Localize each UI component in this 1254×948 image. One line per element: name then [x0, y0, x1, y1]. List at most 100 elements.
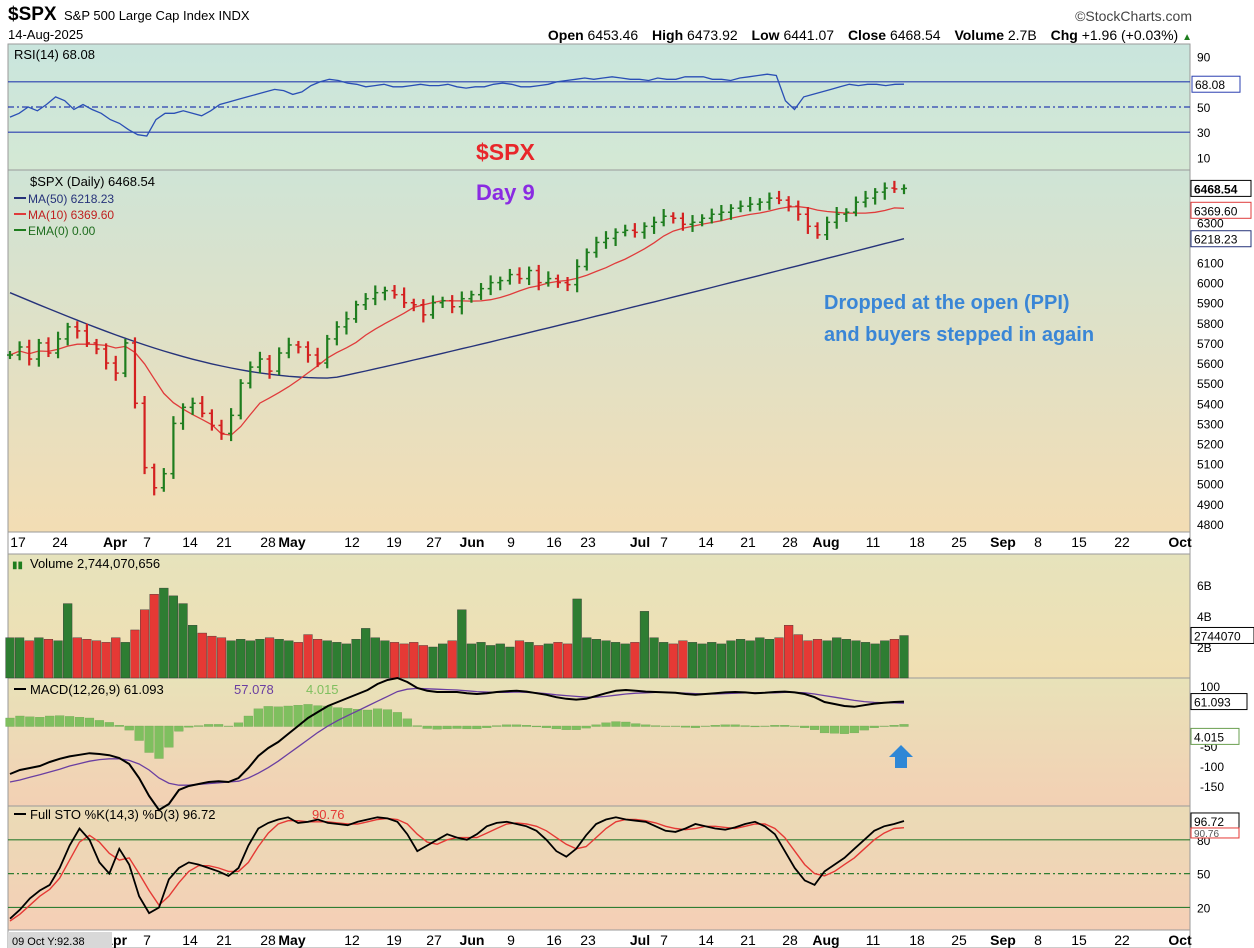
- brand-logo[interactable]: ©StockCharts.com: [1075, 8, 1192, 24]
- price-tick-label: 5600: [1197, 357, 1224, 371]
- macd-histogram-bar: [492, 725, 502, 727]
- volume-bar: [486, 645, 496, 679]
- volume-bar: [149, 594, 159, 679]
- volume-bar: [880, 640, 890, 679]
- price-tick-label: 6300: [1197, 216, 1224, 230]
- volume-bar: [534, 645, 544, 679]
- volume-bar: [870, 643, 880, 679]
- volume-bar: [784, 625, 794, 679]
- volume-bar: [495, 643, 505, 679]
- volume-bar: [168, 595, 178, 679]
- volume-bar: [264, 637, 275, 679]
- bottom-date-tick-label: Oct: [1168, 932, 1192, 948]
- macd-histogram-bar: [859, 725, 869, 731]
- bottom-date-tick-label: 8: [1034, 932, 1042, 948]
- volume-bar: [380, 640, 390, 679]
- macd-histogram-bar: [104, 722, 114, 727]
- macd-histogram-bar: [531, 725, 542, 728]
- volume-bar: [34, 637, 44, 679]
- price-tick-label: 5900: [1197, 297, 1224, 311]
- volume-bar: [120, 642, 130, 679]
- volume-bar: [793, 634, 803, 679]
- macd-histogram-bar: [442, 725, 452, 730]
- volume-bar: [716, 643, 726, 679]
- macd-histogram-bar: [353, 709, 363, 727]
- volume-bar: [399, 643, 409, 679]
- bottom-date-tick-label: 14: [182, 932, 198, 948]
- date-tick-label: 7: [660, 534, 668, 550]
- macd-histogram-bar: [889, 725, 899, 727]
- ohlc-quote: Open 6453.46 High 6473.92 Low 6441.07 Cl…: [548, 27, 1192, 43]
- macd-histogram-bar: [849, 725, 859, 734]
- volume-bar: [736, 639, 746, 679]
- macd-histogram-bar: [263, 706, 273, 727]
- macd-histogram-bar: [313, 705, 323, 727]
- bottom-date-tick-label: 7: [660, 932, 668, 948]
- price-tick-label: 6000: [1197, 277, 1224, 291]
- bottom-date-tick-label: 15: [1071, 932, 1087, 948]
- volume-bar: [697, 643, 707, 679]
- volume-bar: [15, 637, 25, 679]
- ema-legend: EMA(0) 0.00: [28, 224, 96, 238]
- macd-hist-value-box: [1190, 727, 1240, 745]
- date-tick-label: 12: [344, 534, 360, 550]
- date-tick-label: 25: [951, 534, 967, 550]
- macd-histogram-bar: [422, 725, 432, 729]
- date-tick-label: Sep: [990, 534, 1016, 550]
- macd-histogram-bar: [164, 725, 174, 748]
- cursor-readout: 09 Oct Y:92.38: [12, 936, 85, 948]
- volume-bar: [860, 642, 871, 679]
- volume-bar: [572, 598, 582, 679]
- bottom-date-tick-label: 7: [143, 932, 151, 948]
- sto-d-value-label: 90.76: [1194, 829, 1219, 840]
- macd-histogram-bar: [839, 725, 849, 734]
- bottom-date-tick-label: 28: [782, 932, 798, 948]
- volume-legend: Volume 2,744,070,656: [30, 556, 160, 571]
- volume-bar: [774, 637, 784, 679]
- volume-bar: [562, 643, 573, 679]
- annotation-note-line2: and buyers stepped in again: [824, 324, 1094, 346]
- volume-bar: [678, 640, 688, 679]
- macd-histogram-bar: [144, 725, 154, 753]
- macd-signal-legend: 57.078: [234, 682, 274, 697]
- date-tick-label: 9: [507, 534, 515, 550]
- price-tick-label: 5000: [1197, 478, 1224, 492]
- macd-histogram-bar: [45, 715, 55, 727]
- macd-histogram-bar: [154, 725, 164, 759]
- volume-value-box: [1190, 626, 1254, 644]
- volume-bar: [361, 628, 371, 679]
- macd-tick-label: -150: [1200, 780, 1224, 794]
- macd-histogram-bar: [35, 717, 45, 727]
- sto-k-value-label: 96.72: [1194, 815, 1224, 829]
- macd-histogram-bar: [452, 725, 462, 729]
- macd-histogram-bar: [879, 725, 889, 727]
- ma10-price-box: [1190, 201, 1252, 219]
- low-label: Low: [751, 27, 780, 43]
- macd-hist-value-label: 4.015: [1194, 730, 1224, 744]
- date-tick-label: 18: [909, 534, 925, 550]
- date-tick-label: Apr: [103, 534, 128, 550]
- volume-bar: [178, 603, 188, 679]
- macd-histogram-bar: [253, 708, 263, 727]
- macd-value-label: 61.093: [1194, 696, 1231, 710]
- volume-bar: [274, 639, 284, 679]
- bottom-date-tick-label: 16: [546, 932, 562, 948]
- macd-value-box: [1190, 693, 1248, 711]
- macd-histogram-bar: [323, 705, 333, 727]
- volume-bar: [611, 642, 621, 679]
- bottom-date-tick-label: 22: [1114, 932, 1130, 948]
- macd-legend: MACD(12,26,9) 61.093: [30, 682, 164, 697]
- volume-bar: [332, 642, 342, 679]
- volume-label: Volume: [954, 27, 1004, 43]
- macd-histogram-bar: [541, 725, 551, 728]
- macd-histogram-bar: [869, 725, 879, 728]
- open-value: 6453.46: [587, 27, 639, 43]
- macd-histogram-bar: [780, 725, 790, 727]
- volume-bar: [418, 645, 428, 679]
- bottom-date-tick-label: 18: [909, 932, 925, 948]
- volume-bar: [82, 639, 92, 679]
- close-price-box-label: 6468.54: [1194, 182, 1238, 196]
- volume-bar: [832, 637, 842, 679]
- macd-histogram-bar: [462, 725, 472, 730]
